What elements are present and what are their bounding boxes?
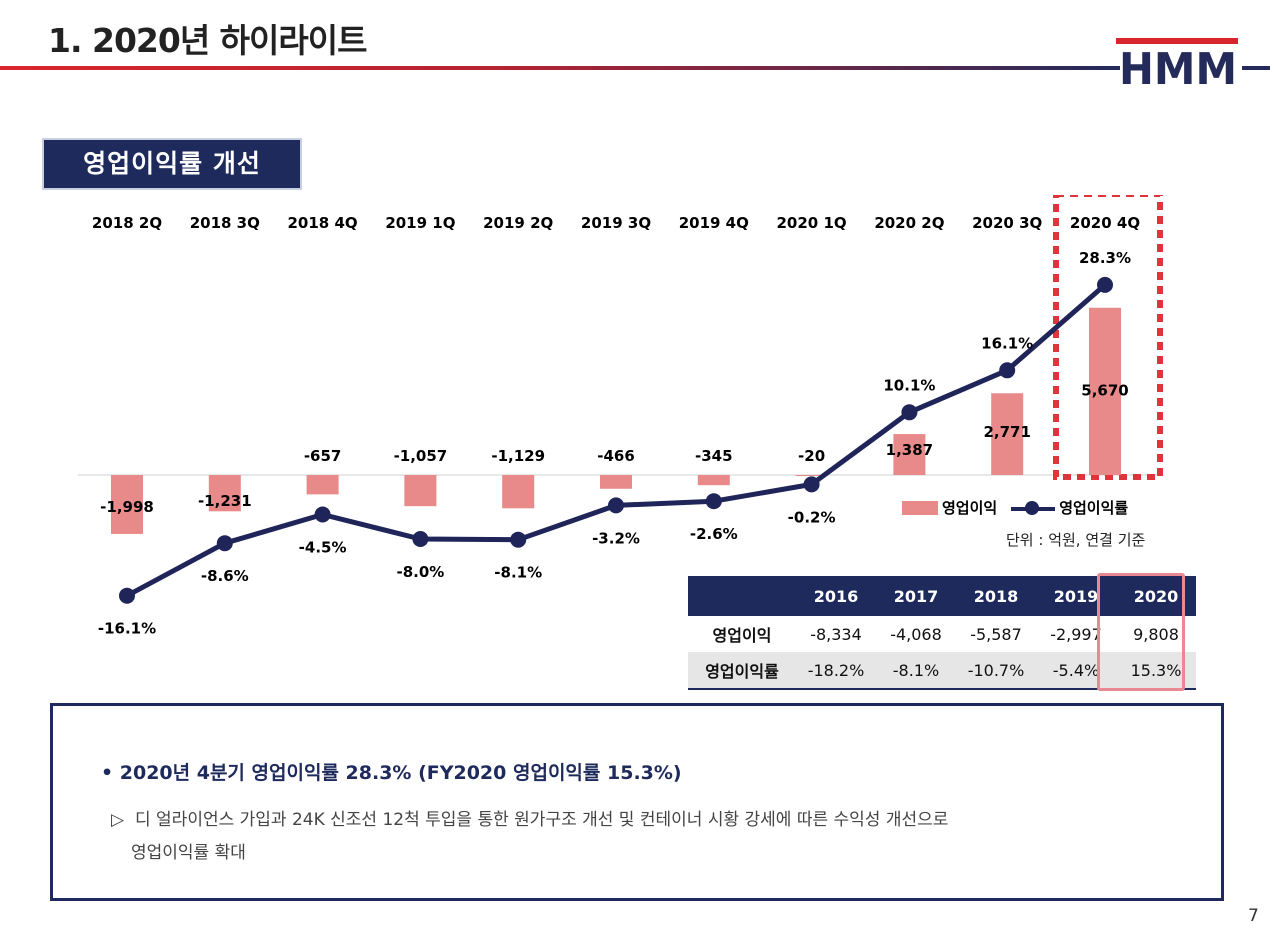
bar-operating-profit — [697, 475, 730, 486]
category-label: 2019 2Q — [483, 214, 553, 232]
line-point — [510, 531, 527, 548]
line-value-label: -2.6% — [690, 525, 738, 543]
table-cell: -4,068 — [890, 624, 942, 644]
category-label: 2018 3Q — [190, 214, 260, 232]
annual-summary-table: 2016 2017 2018 2019 2020 영업이익 -8,334 -4,… — [688, 576, 1196, 690]
table-highlight-2020 — [1097, 573, 1185, 691]
unit-note: 단위 : 억원, 연결 기준 — [1006, 531, 1146, 549]
info-detail-line2: 영업이익률 확대 — [131, 843, 246, 863]
line-value-label: -3.2% — [592, 529, 640, 547]
table-cell: -2,997 — [1050, 624, 1102, 644]
bar-value-label: -1,998 — [100, 498, 154, 516]
line-value-label: -16.1% — [98, 620, 156, 638]
category-label: 2019 4Q — [679, 214, 749, 232]
bar-value-label: 1,387 — [886, 441, 933, 459]
category-label: 2020 2Q — [874, 214, 944, 232]
bar-value-label: 2,771 — [983, 423, 1030, 441]
hmm-logo: HMM — [1110, 38, 1270, 88]
info-bullet: • 2020년 4분기 영업이익률 28.3% (FY2020 영업이익률 15… — [101, 762, 682, 784]
line-point — [608, 497, 624, 514]
bar-operating-profit — [893, 434, 926, 475]
highlight-box-2020-4q — [1053, 195, 1163, 480]
table-cell: 9,808 — [1133, 624, 1179, 644]
line-point — [1097, 276, 1113, 293]
table-header: 2019 — [1036, 576, 1116, 616]
table-row: 영업이익률 -18.2% -8.1% -10.7% -5.4% 15.3% — [688, 652, 1196, 690]
line-point — [216, 535, 233, 552]
line-point — [412, 531, 429, 547]
line-value-label: 10.1% — [883, 376, 935, 394]
category-label: 2020 1Q — [777, 214, 847, 232]
bar-operating-profit — [306, 475, 339, 495]
line-value-label: -8.6% — [201, 567, 249, 585]
triangle-bullet-icon: ▷ — [111, 810, 125, 830]
legend-bar-swatch — [902, 500, 938, 515]
table-row-label: 영업이익 — [712, 626, 772, 645]
bar-value-label: -1,231 — [198, 492, 252, 510]
hmm-logo-text: HMM — [1119, 44, 1237, 88]
line-point — [803, 476, 820, 493]
bar-value-label: -657 — [304, 447, 342, 465]
operating-margin-line — [125, 283, 1107, 598]
operating-margin-chart: 2018 2Q 2018 3Q 2018 4Q 2019 1Q 2019 2Q 2019 … — [78, 195, 1163, 638]
line-point — [705, 493, 722, 510]
table-header: 2016 — [796, 576, 876, 616]
legend-bar-label: 영업이익 — [942, 499, 998, 517]
line-point — [314, 506, 331, 523]
category-label: 2020 3Q — [972, 214, 1042, 232]
section-title: 영업이익률 개선 — [44, 140, 300, 188]
table-cell: -8,334 — [810, 624, 862, 644]
category-label: 2020 4Q — [1070, 214, 1140, 232]
bar-operating-profit — [795, 475, 828, 476]
table-header-row: 2016 2017 2018 2019 2020 — [688, 576, 1196, 616]
title-divider — [0, 66, 1110, 70]
line-point — [119, 587, 135, 604]
bar-operating-profit — [600, 475, 632, 489]
table-header: 2017 — [876, 576, 956, 616]
page-number: 7 — [1248, 906, 1259, 926]
bar-value-label: -466 — [597, 447, 635, 465]
info-box: • 2020년 4분기 영업이익률 28.3% (FY2020 영업이익률 15… — [50, 703, 1224, 901]
category-label: 2018 2Q — [92, 214, 162, 232]
line-value-label: 16.1% — [981, 334, 1033, 352]
bar-value-label: -345 — [695, 447, 733, 465]
bar-operating-profit — [502, 475, 535, 509]
line-value-label: -8.0% — [396, 563, 444, 581]
line-value-label: -4.5% — [299, 539, 347, 557]
bar-value-label: 5,670 — [1081, 381, 1128, 399]
line-point — [999, 362, 1016, 379]
page-title: 1. 2020년 하이라이트 — [48, 21, 367, 60]
table-cell: -5,587 — [970, 624, 1022, 644]
bar-operating-profit — [111, 475, 143, 534]
legend-line-label: 영업이익률 — [1059, 499, 1129, 517]
line-value-label: 28.3% — [1079, 249, 1131, 267]
category-label: 2018 4Q — [288, 214, 358, 232]
table-header: 2018 — [956, 576, 1036, 616]
table-cell: -18.2% — [796, 652, 876, 690]
table-cell: -5.4% — [1036, 652, 1116, 690]
line-value-label: -8.1% — [494, 564, 542, 582]
legend-line-swatch — [1011, 500, 1056, 515]
line-point — [901, 404, 918, 421]
bar-operating-profit — [1089, 307, 1121, 475]
table-cell: -10.7% — [956, 652, 1036, 690]
bar-value-label: -1,057 — [394, 447, 448, 465]
bar-value-label: -20 — [798, 447, 825, 465]
table-row-label: 영업이익률 — [688, 652, 796, 690]
table-cell: -8.1% — [876, 652, 956, 690]
category-label: 2019 3Q — [581, 214, 651, 232]
chart-legend: 영업이익 영업이익률 — [902, 497, 1128, 518]
category-label: 2019 1Q — [385, 214, 455, 232]
table-row: 영업이익 -8,334 -4,068 -5,587 -2,997 9,808 — [688, 616, 1196, 652]
bar-operating-profit — [404, 475, 437, 507]
table-corner — [688, 576, 796, 616]
info-detail: ▷ 디 얼라이언스 가입과 24K 신조선 12척 투입을 통한 원가구조 개선 … — [111, 804, 1171, 870]
line-value-label: -0.2% — [788, 508, 836, 526]
bar-operating-profit — [991, 393, 1024, 475]
bar-operating-profit — [208, 475, 241, 512]
info-detail-line1: 디 얼라이언스 가입과 24K 신조선 12척 투입을 통한 원가구조 개선 및… — [135, 810, 949, 830]
bar-value-label: -1,129 — [491, 447, 545, 465]
